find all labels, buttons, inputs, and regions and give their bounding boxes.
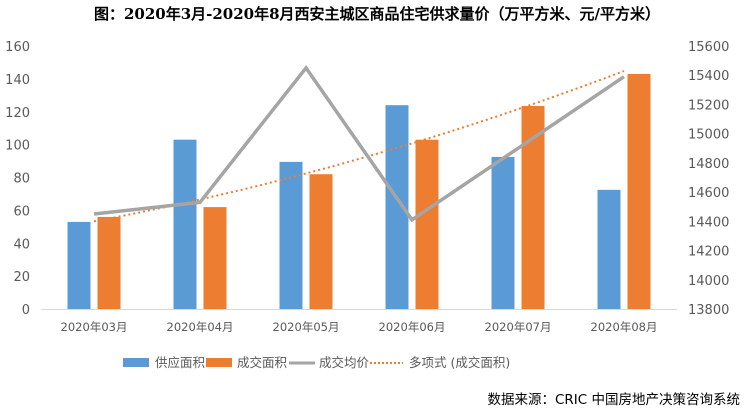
left-axis-ticks: 0 20 40 60 80 100 120 140 160 [5,40,30,318]
legend-swatch-supply [123,358,149,367]
right-axis-ticks: 13800 14000 14200 14400 14600 14800 15000 15200… [688,40,729,318]
supply-bar [68,222,91,309]
legend-label-supply: 供应面积 [155,355,205,370]
left-tick-label: 120 [5,106,30,121]
legend-label-deal: 成交面积 [237,355,287,370]
left-tick-label: 100 [5,139,30,154]
right-tick-label: 14200 [688,245,729,260]
right-tick-label: 13800 [688,303,729,318]
x-tick-label: 2020年06月 [379,320,446,334]
right-tick-label: 14800 [688,157,729,172]
left-tick-label: 160 [5,40,30,55]
left-tick-label: 60 [13,204,30,219]
deal-bar [416,140,439,309]
right-tick-label: 15600 [688,40,729,55]
left-tick-label: 20 [13,270,30,285]
lines [94,68,624,222]
right-tick-label: 15000 [688,128,729,143]
deal-bar [204,207,227,309]
deal-bar [310,174,333,309]
x-tick-label: 2020年05月 [273,320,340,334]
left-tick-label: 80 [13,172,30,187]
right-tick-label: 14600 [688,186,729,201]
left-tick-label: 140 [5,73,30,88]
source-note: 数据来源：CRIC 中国房地产决策咨询系统 [487,391,740,408]
bars [68,74,651,309]
right-tick-label: 15200 [688,98,729,113]
x-tick-label: 2020年08月 [591,320,658,334]
left-tick-label: 40 [13,237,30,252]
x-tick-label: 2020年07月 [485,320,552,334]
supply-bar [492,157,515,309]
left-tick-label: 0 [22,303,30,318]
deal-bar [98,217,121,309]
x-tick-label: 2020年04月 [167,320,234,334]
legend-swatch-deal [206,358,232,367]
deal-bar [628,74,651,309]
right-tick-label: 14400 [688,215,729,230]
x-tick-label: 2020年03月 [61,320,128,334]
supply-bar [598,190,621,309]
x-axis-ticks: 2020年03月 2020年04月 2020年05月 2020年06月 2020年07月… [61,320,658,334]
right-tick-label: 15400 [688,69,729,84]
legend-label-trend: 多项式 (成交面积) [409,355,510,370]
legend-label-price: 成交均价 [319,355,370,370]
legend: 供应面积 成交面积 成交均价 多项式 (成交面积) [123,355,510,370]
supply-bar [280,162,303,309]
chart-title: 图：2020年3月-2020年8月西安主城区商品住宅供求量价（万平方米、元/平方… [94,5,660,23]
right-tick-label: 14000 [688,274,729,289]
supply-bar [174,140,197,309]
